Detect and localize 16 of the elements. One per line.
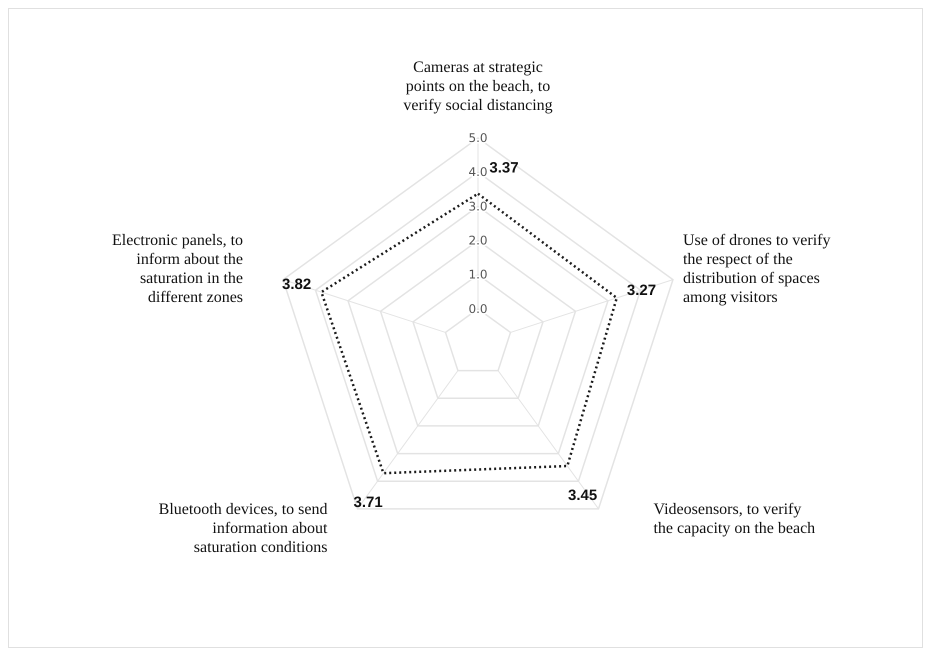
spoke-label: Bluetooth devices, to send information about saturation conditions (158, 500, 328, 556)
data-label: 3.45 (568, 487, 598, 504)
spoke-label: Cameras at strategic points on the beach, to verify social distancing (403, 59, 553, 114)
data-label: 3.71 (354, 494, 383, 512)
y-tick-label: 3.0 (468, 199, 488, 214)
spoke-label: Use of drones to verify the respect of the distribution of spaces among visitors (682, 232, 830, 306)
y-tick-label: 5.0 (468, 131, 488, 145)
y-tick-label: 4.0 (468, 165, 488, 180)
spoke-label: Electronic panels, to inform about the saturation in the different zones (112, 232, 244, 306)
spoke-label: Videosensors, to verify the capacity on the beach (653, 500, 816, 537)
data-label: 3.82 (282, 276, 312, 294)
data-label: 3.37 (489, 160, 519, 177)
y-tick-label: 0.0 (468, 302, 488, 316)
y-tick-label: 2.0 (468, 234, 488, 248)
y-tick-label: 1.0 (468, 268, 488, 282)
data-label: 3.27 (626, 282, 656, 299)
